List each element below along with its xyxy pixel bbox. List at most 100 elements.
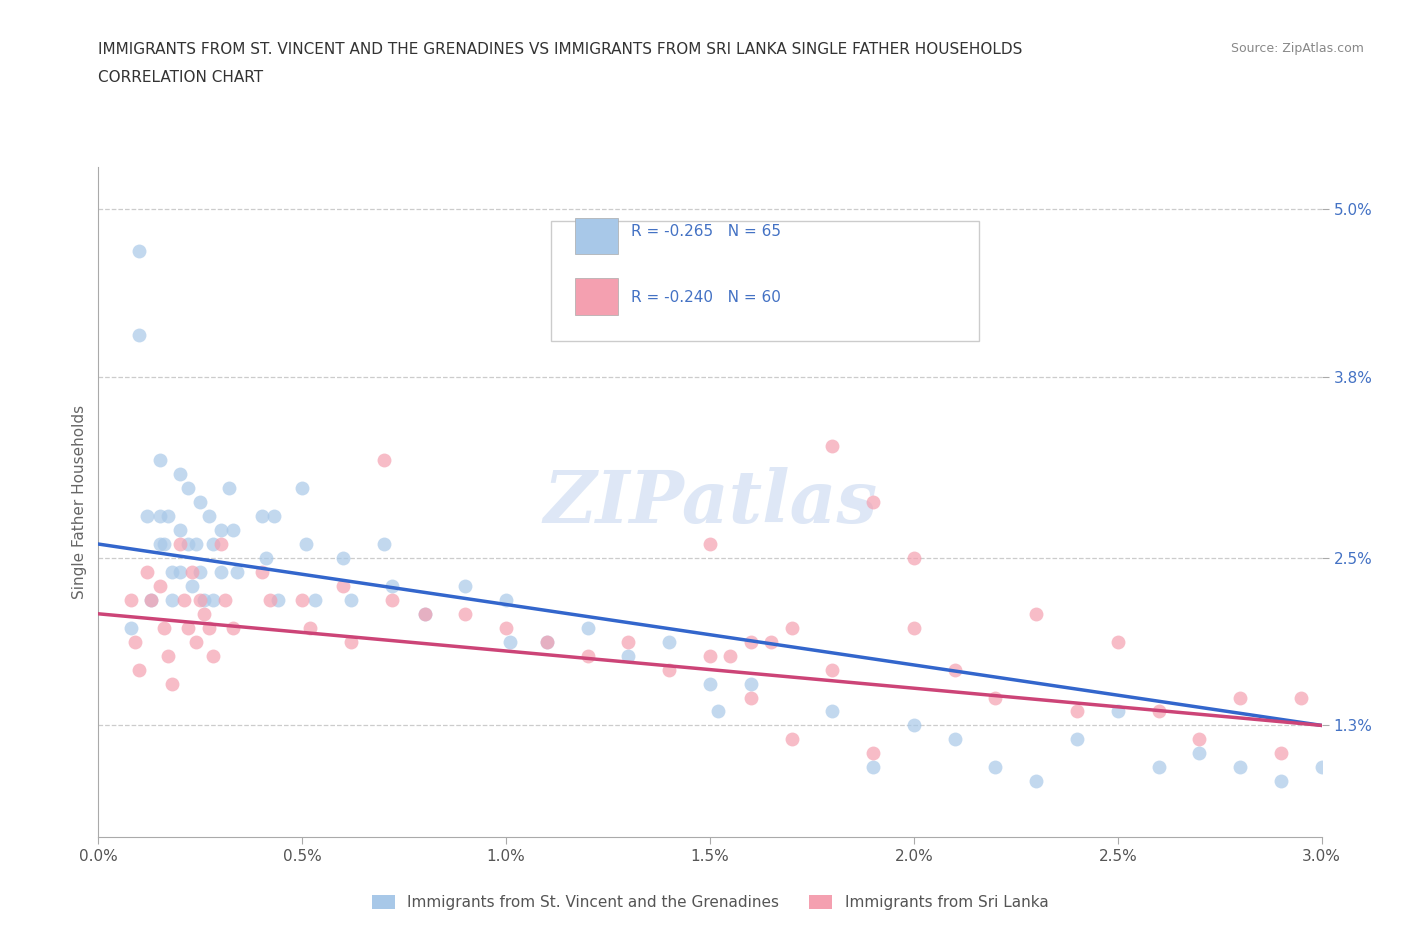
Point — [373, 453, 395, 468]
Point — [340, 634, 363, 649]
Point — [169, 523, 191, 538]
Point — [340, 592, 363, 607]
Point — [177, 481, 200, 496]
Point — [381, 592, 404, 607]
Point — [149, 537, 172, 551]
Point — [149, 578, 172, 593]
Point — [536, 634, 558, 649]
Point — [181, 565, 204, 579]
FancyBboxPatch shape — [551, 221, 979, 341]
Point — [128, 662, 150, 677]
Point — [259, 592, 281, 607]
Point — [454, 606, 477, 621]
Point — [156, 509, 179, 524]
Point — [141, 592, 163, 607]
Point — [984, 690, 1007, 705]
Point — [332, 578, 354, 593]
Point — [699, 537, 721, 551]
Point — [617, 648, 640, 663]
Point — [160, 676, 183, 691]
Point — [291, 592, 314, 607]
Point — [250, 509, 273, 524]
Point — [1188, 732, 1211, 747]
Point — [576, 620, 599, 635]
Point — [943, 732, 966, 747]
Point — [1107, 634, 1129, 649]
Text: ZIPatlas: ZIPatlas — [543, 467, 877, 538]
Text: R = -0.265   N = 65: R = -0.265 N = 65 — [630, 223, 780, 238]
Point — [149, 453, 172, 468]
Point — [128, 244, 150, 259]
Point — [1229, 690, 1251, 705]
Text: R = -0.240   N = 60: R = -0.240 N = 60 — [630, 290, 780, 305]
Point — [120, 592, 142, 607]
Point — [1289, 690, 1312, 705]
Point — [1147, 704, 1170, 719]
Point — [209, 523, 232, 538]
Text: CORRELATION CHART: CORRELATION CHART — [98, 70, 263, 85]
Point — [222, 620, 245, 635]
Point — [136, 565, 159, 579]
Point — [903, 620, 925, 635]
Point — [291, 481, 314, 496]
Point — [862, 495, 884, 510]
Point — [740, 676, 762, 691]
Point — [209, 565, 232, 579]
Point — [821, 662, 844, 677]
Point — [1107, 704, 1129, 719]
Point — [454, 578, 477, 593]
Point — [1229, 760, 1251, 775]
Point — [740, 634, 762, 649]
Point — [160, 592, 183, 607]
Point — [201, 648, 224, 663]
Point — [156, 648, 179, 663]
Point — [160, 565, 183, 579]
Point — [903, 551, 925, 565]
Point — [222, 523, 245, 538]
Point — [1270, 746, 1292, 761]
Point — [149, 509, 172, 524]
Point — [226, 565, 249, 579]
Point — [576, 648, 599, 663]
Point — [903, 718, 925, 733]
Point — [617, 634, 640, 649]
Point — [201, 592, 224, 607]
Point — [304, 592, 326, 607]
Point — [1025, 774, 1047, 789]
Y-axis label: Single Father Households: Single Father Households — [72, 405, 87, 599]
Point — [761, 634, 783, 649]
Point — [1066, 704, 1088, 719]
Point — [821, 704, 844, 719]
Point — [128, 327, 150, 342]
Point — [152, 620, 174, 635]
Point — [780, 732, 803, 747]
Point — [495, 592, 517, 607]
Point — [658, 662, 681, 677]
Point — [984, 760, 1007, 775]
Point — [141, 592, 163, 607]
Point — [862, 746, 884, 761]
Point — [209, 537, 232, 551]
Point — [1188, 746, 1211, 761]
Point — [193, 606, 215, 621]
Point — [169, 467, 191, 482]
Point — [218, 481, 240, 496]
Point — [254, 551, 277, 565]
Point — [373, 537, 395, 551]
Point — [197, 620, 219, 635]
Point — [267, 592, 290, 607]
Point — [120, 620, 142, 635]
Point — [943, 662, 966, 677]
FancyBboxPatch shape — [575, 218, 619, 255]
Point — [381, 578, 404, 593]
Point — [188, 592, 212, 607]
Point — [177, 537, 200, 551]
Point — [201, 537, 224, 551]
Point — [136, 509, 159, 524]
Point — [181, 578, 204, 593]
Point — [188, 495, 212, 510]
Point — [413, 606, 436, 621]
Point — [1025, 606, 1047, 621]
Point — [499, 634, 522, 649]
Point — [707, 704, 730, 719]
